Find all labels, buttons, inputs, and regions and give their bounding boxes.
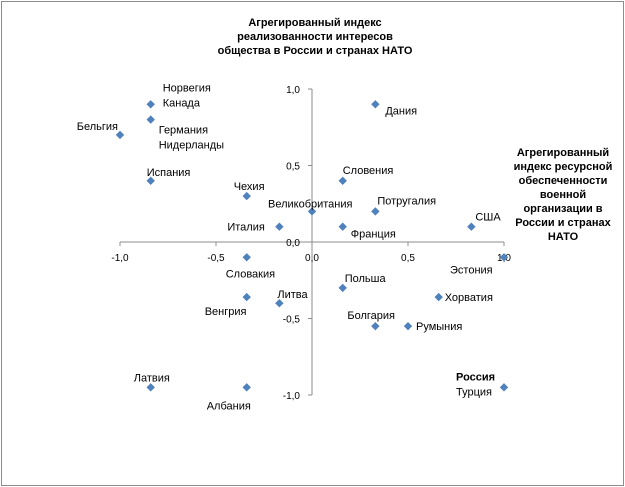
x-axis-title-line: военной <box>539 189 587 201</box>
data-point-label: Нидерланды <box>159 140 224 152</box>
data-point-marker <box>307 207 317 216</box>
data-point-marker <box>242 253 251 262</box>
data-point-label: Латвия <box>134 372 170 384</box>
data-point-marker <box>371 321 380 331</box>
data-point-marker <box>338 176 347 185</box>
data-point-marker <box>146 176 155 185</box>
data-point-label: Бельгия <box>77 121 118 133</box>
data-point-label: США <box>475 212 501 224</box>
data-point-label: Италия <box>227 222 265 234</box>
data-point-marker <box>146 100 155 109</box>
data-point-label: Испания <box>147 167 191 179</box>
data-point-label: Словакия <box>226 268 275 280</box>
x-axis-title-line: обеспеченности <box>518 175 608 187</box>
data-point-label: Норвегия <box>163 82 211 94</box>
x-axis-title: Агрегированный индекс ресурсной обеспече… <box>508 146 618 244</box>
y-axis-title-line: реализованности интересов <box>237 31 393 43</box>
data-point-marker <box>403 321 413 331</box>
data-point-label: Словения <box>343 165 394 177</box>
data-point-label: Потругалия <box>377 195 436 207</box>
data-point-label: Венгрия <box>205 306 247 318</box>
data-point-marker <box>434 292 443 302</box>
x-axis-title-line: России и странах <box>515 217 611 229</box>
y-tick-label: 1,0 <box>286 85 300 96</box>
data-point-label: Германия <box>159 125 208 137</box>
data-point-label: Литва <box>277 289 308 301</box>
data-point-marker <box>242 292 251 302</box>
x-tick-label: -0,5 <box>207 253 225 264</box>
data-point-label: Россия <box>456 371 495 383</box>
x-axis-title-line: индекс ресурсной <box>513 161 613 173</box>
y-tick-label: -0,5 <box>283 315 301 326</box>
data-point-label: Турция <box>456 386 492 398</box>
data-point-marker <box>499 253 509 262</box>
data-point-marker <box>275 299 284 308</box>
data-point-label: Великобритания <box>268 198 353 210</box>
x-tick-label: 0,5 <box>401 253 415 264</box>
data-point-marker <box>371 207 380 216</box>
data-point-marker <box>146 383 155 392</box>
data-point-label: Польша <box>345 273 387 285</box>
data-point-marker <box>338 222 347 231</box>
x-tick-label: -1,0 <box>111 253 129 264</box>
data-point-marker <box>275 222 284 231</box>
y-tick-label: -1,0 <box>283 391 301 402</box>
data-point-label: Румыния <box>416 321 462 333</box>
data-point-label: Хорватия <box>445 292 493 304</box>
data-point-label: Дания <box>385 105 417 117</box>
data-point-label: Болгария <box>347 310 395 322</box>
y-axis-title-line: общества в России и странах НАТО <box>217 45 413 57</box>
data-point-label: Эстония <box>450 264 493 276</box>
y-tick-label: 0,0 <box>286 238 300 249</box>
data-point-marker <box>115 130 125 140</box>
data-point-marker <box>467 222 476 231</box>
data-point-marker <box>146 115 155 124</box>
data-point-label: Франция <box>351 229 396 241</box>
x-axis-title-line: Агрегированный <box>516 147 610 159</box>
data-point-marker <box>242 383 251 392</box>
x-tick-label: 0,0 <box>305 253 319 264</box>
data-point-marker <box>371 100 380 109</box>
y-axis-title-line: Агрегированный индекс <box>248 17 382 29</box>
data-point-label: Албания <box>207 400 251 412</box>
data-point-label: Канада <box>163 97 201 109</box>
data-point-marker <box>338 283 347 293</box>
y-tick-label: 0,5 <box>286 162 300 173</box>
x-axis-title-line: НАТО <box>547 231 579 243</box>
data-point-label: Чехия <box>234 181 265 193</box>
data-point-marker <box>242 191 251 201</box>
data-point-marker <box>499 383 509 392</box>
y-axis-title: Агрегированный индекс реализованности ин… <box>215 16 415 58</box>
x-axis-title-line: организации в <box>523 203 603 215</box>
